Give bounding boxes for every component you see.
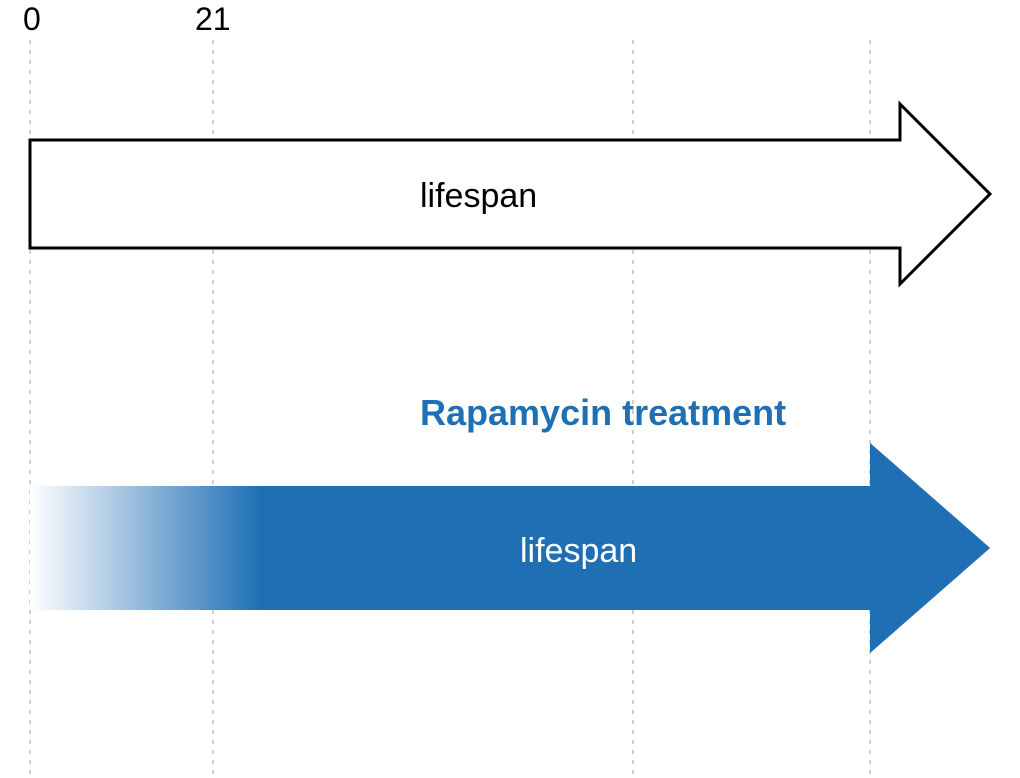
lifespan-top-label: lifespan: [420, 177, 537, 215]
rapamycin-treatment-label: Rapamycin treatment: [420, 392, 786, 433]
lifespan-diagram: 0 21 lifespan Rapamycin treatment lifespan: [0, 0, 1020, 778]
svg-text:0: 0: [23, 1, 41, 37]
svg-text:21: 21: [195, 1, 231, 37]
lifespan-bottom-label: lifespan: [520, 532, 637, 570]
